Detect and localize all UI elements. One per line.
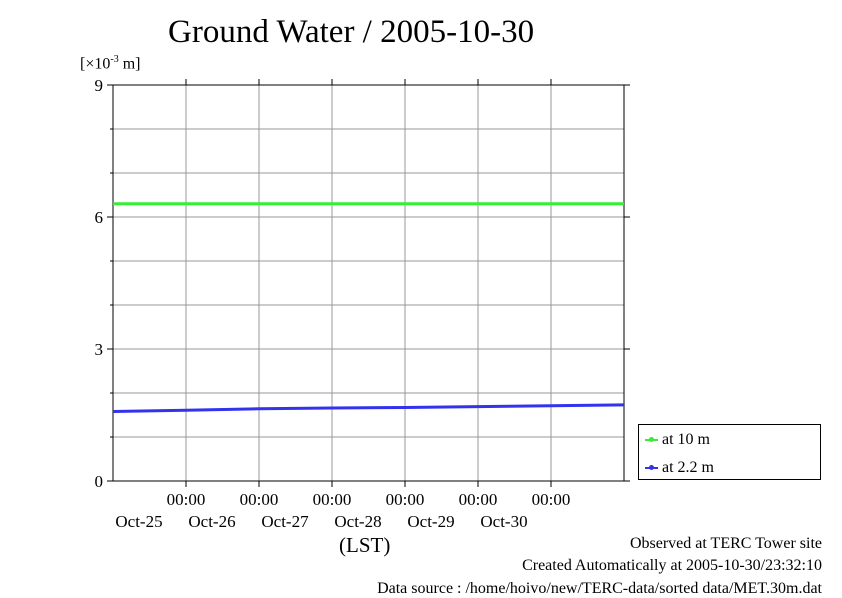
x-tick-date-0: Oct-25 [115,512,162,531]
x-tick-date-4: Oct-29 [407,512,454,531]
chart-title: Ground Water / 2005-10-30 [168,14,535,50]
series-line-1 [112,403,625,413]
x-tick-date-1: Oct-26 [188,512,235,531]
x-tick-time-5: 00:00 [532,490,571,509]
legend-swatch-at-2.2m [645,465,658,470]
x-tick-time-0: 00:00 [167,490,206,509]
legend-label-at-10m: at 10 m [662,431,710,448]
x-tick-time-1: 00:00 [240,490,279,509]
footer-observed: Observed at TERC Tower site [629,535,822,552]
x-tick-time-4: 00:00 [459,490,498,509]
y-axis-unit: [×10-3 m] [80,54,141,73]
footer-source: Data source : /home/hoivo/new/TERC-data/… [377,580,822,597]
x-tick-date-5: Oct-30 [480,512,527,531]
legend-item-at-10m: at 10 m [645,430,710,450]
x-tick-time-2: 00:00 [313,490,352,509]
footer-created: Created Automatically at 2005-10-30/23:3… [522,557,822,574]
y-tick-label-0: 0 [95,472,104,491]
y-tick-label-6: 6 [95,208,104,227]
y-tick-label-9: 9 [95,76,104,95]
plot-frame [112,84,625,482]
legend-item-at-2.2m: at 2.2 m [645,458,714,478]
x-tick-date-3: Oct-28 [334,512,381,531]
y-tick-label-3: 3 [95,340,104,359]
legend: at 10 m at 2.2 m [638,424,821,480]
x-axis-label: (LST) [339,533,391,557]
legend-swatch-at-10m [645,437,658,442]
x-tick-time-3: 00:00 [386,490,425,509]
legend-label-at-2.2m: at 2.2 m [662,459,714,476]
x-tick-date-2: Oct-27 [261,512,309,531]
